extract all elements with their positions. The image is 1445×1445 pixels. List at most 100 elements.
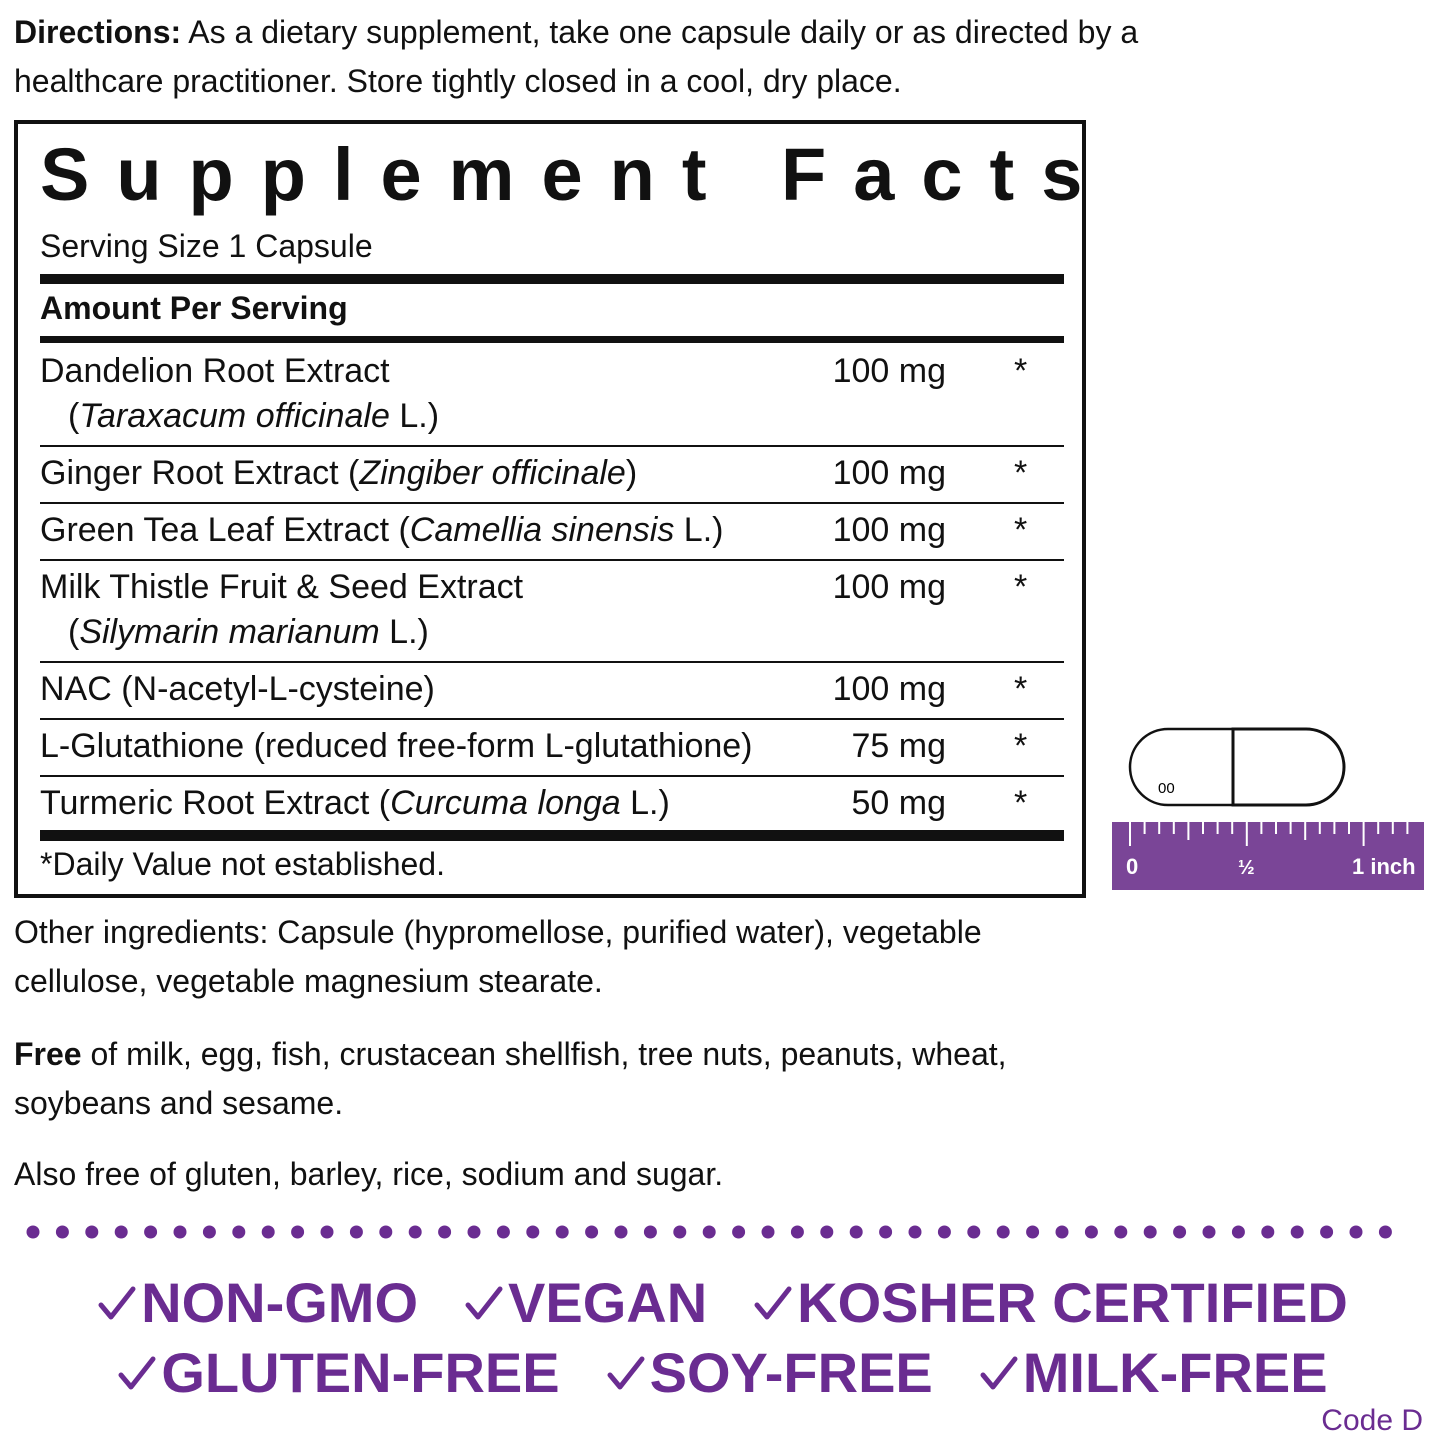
name-text: ) <box>625 454 638 492</box>
ingredient-row: Turmeric Root Extract (Curcuma longa L.)… <box>40 777 1064 832</box>
ingredient-row: Dandelion Root Extract (Taraxacum officin… <box>40 345 1064 447</box>
check-icon <box>980 1356 1018 1389</box>
ingredient-name: Dandelion Root Extract <box>40 349 1064 394</box>
check-icon <box>465 1286 503 1319</box>
daily-value: * <box>1014 454 1028 492</box>
thick-rule <box>40 274 1064 284</box>
ruler: 0 ½ 1 inch <box>1112 822 1424 890</box>
amount: 50 mg <box>851 784 947 822</box>
free-label: Free <box>14 1036 82 1072</box>
ruler-body <box>1112 822 1424 890</box>
divider-dot <box>1202 1225 1216 1239</box>
check-icon <box>607 1356 645 1389</box>
ingredient-name: (Silymarin marianum L.) <box>40 610 1064 655</box>
divider-dot <box>937 1225 951 1239</box>
latin-name: Zingiber officinale <box>359 454 626 492</box>
check-mark <box>118 1356 156 1389</box>
ingredient-name: Milk Thistle Fruit & Seed Extract <box>40 565 1064 610</box>
check-mark <box>980 1356 1018 1389</box>
check-mark <box>754 1286 792 1319</box>
divider-dot <box>1378 1225 1392 1239</box>
check-mark <box>465 1286 503 1319</box>
ingredient-name: Ginger Root Extract (Zingiber officinale… <box>40 451 1064 496</box>
divider-dot <box>1055 1225 1069 1239</box>
divider-dot <box>232 1225 246 1239</box>
name-text: L.) <box>379 613 429 651</box>
divider-dot <box>202 1225 216 1239</box>
badge-text: SOY-FREE <box>649 1341 933 1404</box>
badge-text: GLUTEN-FREE <box>161 1341 560 1404</box>
directions-label: Directions: <box>14 14 182 50</box>
dotted-divider <box>26 1225 1392 1239</box>
name-text: Milk Thistle Fruit & Seed Extract <box>40 568 524 606</box>
amount-header: Amount Per Serving <box>40 290 348 326</box>
daily-value: * <box>1014 352 1028 390</box>
daily-value: * <box>1014 568 1028 606</box>
divider-dot <box>1143 1225 1157 1239</box>
divider-dot <box>1290 1225 1304 1239</box>
daily-value: * <box>1014 784 1028 822</box>
allergen-free: Free of milk, egg, fish, crustacean shel… <box>14 1030 1114 1128</box>
badge: VEGAN <box>464 1270 707 1335</box>
divider-dot <box>261 1225 275 1239</box>
ingredient-name: Turmeric Root Extract (Curcuma longa L.) <box>40 781 1064 826</box>
ingredient-row: Ginger Root Extract (Zingiber officinale… <box>40 447 1064 504</box>
amount: 75 mg <box>851 727 947 765</box>
badge-text: MILK-FREE <box>1022 1341 1328 1404</box>
name-text: Ginger Root Extract ( <box>40 454 360 492</box>
name-text: Dandelion Root Extract <box>40 352 390 390</box>
divider-dot <box>438 1225 452 1239</box>
daily-value: * <box>1014 511 1028 549</box>
divider-dot <box>761 1225 775 1239</box>
directions-text: As a dietary supplement, take one capsul… <box>14 14 1139 99</box>
directions: Directions: As a dietary supplement, tak… <box>14 8 1144 106</box>
check-icon <box>98 1286 136 1319</box>
badge-row: GLUTEN-FREE SOY-FREE MILK-FREE <box>0 1340 1445 1405</box>
divider-dot <box>702 1225 716 1239</box>
divider-dot <box>555 1225 569 1239</box>
name-text: Green Tea Leaf Extract ( <box>40 511 410 549</box>
badge: NON-GMO <box>97 1270 418 1335</box>
check-icon <box>118 1356 156 1389</box>
divider-dot <box>144 1225 158 1239</box>
amount: 100 mg <box>832 454 946 492</box>
ruler-ticks <box>1129 822 1409 846</box>
divider-dot <box>467 1225 481 1239</box>
divider-dot <box>967 1225 981 1239</box>
facts-title: Supplement Facts <box>40 133 1110 216</box>
divider-dot <box>673 1225 687 1239</box>
divider-dot <box>643 1225 657 1239</box>
name-text: Turmeric Root Extract ( <box>40 784 391 822</box>
check-mark <box>98 1286 136 1319</box>
divider-dot <box>496 1225 510 1239</box>
ingredient-name: Green Tea Leaf Extract (Camellia sinensi… <box>40 508 1064 553</box>
badge: MILK-FREE <box>979 1340 1328 1405</box>
ingredient-row: NAC (N-acetyl-L-cysteine) 100 mg * <box>40 663 1064 720</box>
divider-dot <box>320 1225 334 1239</box>
daily-value: * <box>1014 727 1028 765</box>
divider-dot <box>26 1225 40 1239</box>
daily-value: * <box>1014 670 1028 708</box>
divider-dot <box>1173 1225 1187 1239</box>
ingredient-row: Milk Thistle Fruit & Seed Extract (Silyma… <box>40 561 1064 663</box>
badge: SOY-FREE <box>606 1340 933 1405</box>
ingredient-row: L-Glutathione (reduced free-form L-gluta… <box>40 720 1064 777</box>
capsule-half <box>1231 727 1346 807</box>
divider-dot <box>1261 1225 1275 1239</box>
divider-dot <box>55 1225 69 1239</box>
divider-dot <box>820 1225 834 1239</box>
badge: GLUTEN-FREE <box>117 1340 560 1405</box>
name-text: ( <box>68 613 80 651</box>
check-icon <box>754 1286 792 1319</box>
divider-dot <box>1349 1225 1363 1239</box>
name-text: L.) <box>674 511 724 549</box>
latin-name: Camellia sinensis <box>409 511 675 549</box>
divider-dot <box>114 1225 128 1239</box>
amount: 100 mg <box>832 568 946 606</box>
other-ingredients: Other ingredients: Capsule (hypromellose… <box>14 914 982 999</box>
badge-text: NON-GMO <box>141 1271 418 1334</box>
ruler-label: 0 <box>1126 854 1138 879</box>
amount: 100 mg <box>832 352 946 390</box>
